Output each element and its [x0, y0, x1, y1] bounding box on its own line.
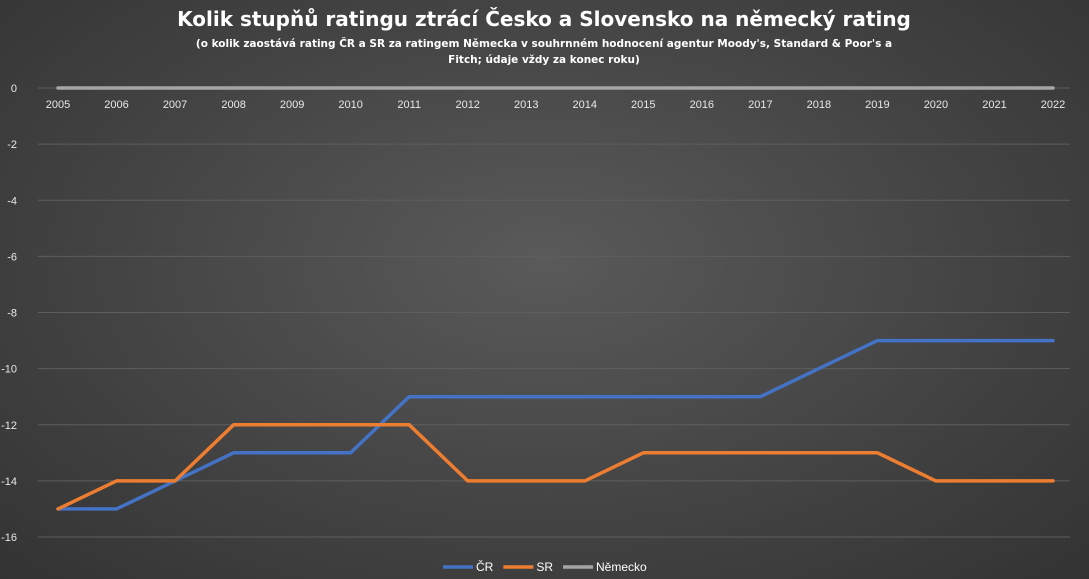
y-tick-label: -14	[1, 476, 17, 488]
x-tick-label: 2017	[748, 99, 772, 111]
series-lines	[56, 86, 1055, 511]
x-tick-label: 2007	[163, 99, 187, 111]
y-tick-label: -4	[7, 195, 17, 207]
legend-label: ČR	[476, 559, 494, 574]
x-tick-label: 2009	[280, 99, 304, 111]
gridlines	[38, 87, 1070, 538]
y-tick-label: -8	[7, 308, 17, 320]
x-tick-label: 2010	[338, 99, 362, 111]
x-axis-ticks: 2005 2006 2007 2008 2009 2010 2011 2012 2013 2014…	[46, 99, 1065, 111]
y-axis-ticks: 0 -2 -4 -6 -8 -10 -12 -14 -16	[1, 83, 17, 544]
y-tick-label: 0	[11, 83, 17, 95]
x-tick-label: 2006	[104, 99, 128, 111]
x-tick-label: 2015	[631, 99, 655, 111]
x-tick-label: 2011	[397, 99, 421, 111]
x-tick-label: 2008	[221, 99, 245, 111]
x-tick-label: 2022	[1041, 99, 1065, 111]
legend: ČR SR Německo	[443, 559, 647, 574]
y-tick-label: -6	[7, 251, 17, 263]
chart-title: Kolik stupňů ratingu ztrácí Česko a Slov…	[177, 7, 911, 31]
x-tick-label: 2013	[514, 99, 538, 111]
series-line-0	[56, 338, 1055, 511]
x-tick-label: 2005	[46, 99, 70, 111]
x-tick-label: 2012	[455, 99, 479, 111]
y-tick-label: -16	[1, 532, 17, 544]
y-tick-label: -12	[1, 420, 17, 432]
legend-label: SR	[536, 560, 553, 574]
chart-subtitle-line-1: (o kolik zaostává rating ČR a SR za rati…	[196, 37, 892, 50]
y-tick-label: -2	[7, 139, 17, 151]
series-line-1	[56, 423, 1055, 511]
legend-label: Německo	[596, 560, 647, 574]
x-tick-label: 2016	[690, 99, 714, 111]
x-tick-label: 2020	[924, 99, 948, 111]
x-tick-label: 2018	[807, 99, 831, 111]
chart-subtitle-line-2: Fitch; údaje vždy za konec roku)	[448, 54, 640, 66]
y-tick-label: -10	[1, 364, 17, 376]
x-tick-label: 2021	[982, 99, 1006, 111]
x-tick-label: 2014	[573, 99, 597, 111]
x-tick-label: 2019	[865, 99, 889, 111]
